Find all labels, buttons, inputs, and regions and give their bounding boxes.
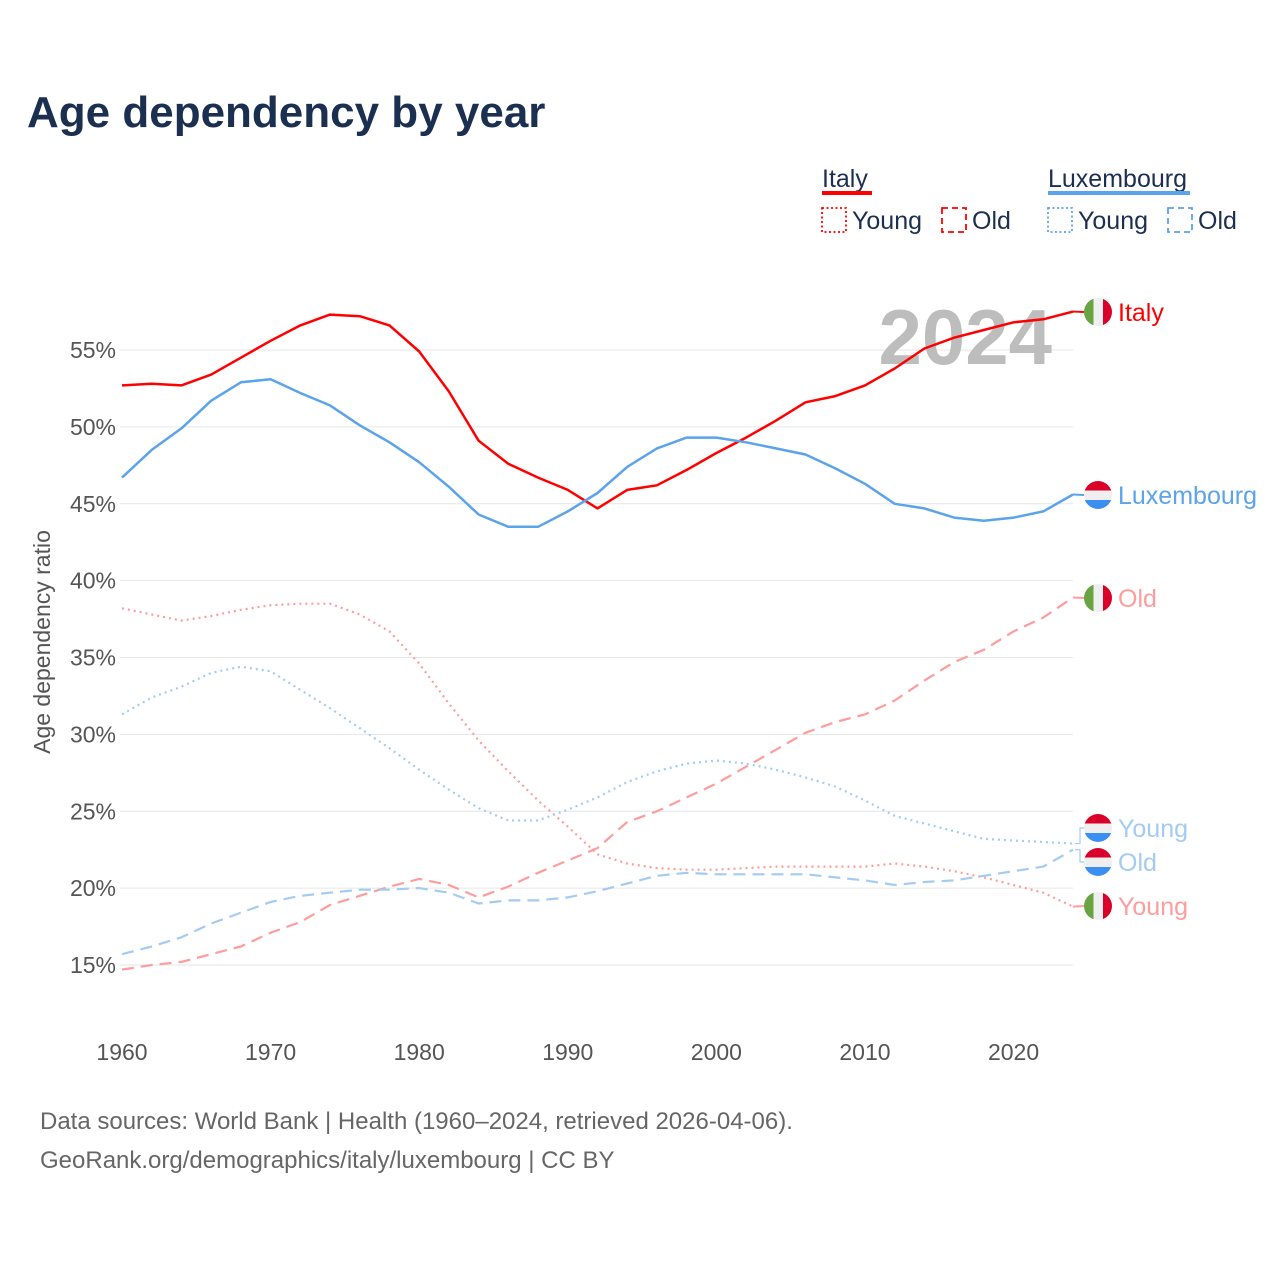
y-tick-label: 25%	[70, 798, 116, 824]
legend-group-title: Luxembourg	[1048, 165, 1187, 193]
dotted-swatch-icon	[1047, 207, 1073, 233]
legend-item-label: Old	[1198, 207, 1237, 235]
y-axis-label: Age dependency ratio	[29, 530, 55, 754]
series-line-luxembourg[interactable]	[121, 377, 1074, 529]
chart-title: Age dependency by year	[27, 88, 546, 137]
y-tick-label: 30%	[70, 721, 116, 747]
legend-item-young[interactable]: Young	[821, 207, 922, 235]
x-tick-label: 2000	[691, 1039, 742, 1065]
end-label-text: Young	[1118, 893, 1188, 921]
y-tick-label: 45%	[70, 491, 116, 517]
luxembourg-flag-icon	[1084, 481, 1112, 509]
x-tick-label: 2010	[839, 1039, 890, 1065]
end-label-text: Old	[1118, 849, 1157, 877]
dotted-swatch-icon	[821, 207, 847, 233]
luxembourg-flag-icon	[1084, 814, 1112, 842]
legend-item-label: Young	[1078, 207, 1148, 235]
footer-sources: Data sources: World Bank | Health (1960–…	[40, 1108, 793, 1135]
legend-item-old[interactable]: Old	[1167, 207, 1237, 235]
x-tick-label: 2020	[988, 1039, 1039, 1065]
end-label-luxembourg-young: Young	[1075, 814, 1188, 845]
label-connector	[1075, 827, 1084, 845]
end-label-luxembourg-old: Old	[1075, 848, 1157, 877]
y-tick-label: 35%	[70, 645, 116, 671]
legend-item-young[interactable]: Young	[1047, 207, 1148, 235]
y-tick-label: 20%	[70, 875, 116, 901]
series-line-italy[interactable]	[121, 310, 1074, 510]
x-tick-label: 1960	[96, 1039, 147, 1065]
label-connector	[1075, 849, 1084, 863]
end-label-text: Old	[1118, 585, 1157, 613]
y-tick-label: 40%	[70, 568, 116, 594]
end-label-italy-young: Young	[1072, 892, 1188, 921]
x-tick-label: 1970	[245, 1039, 296, 1065]
dashed-swatch-icon	[1167, 207, 1193, 233]
legend-group-title: Italy	[822, 165, 868, 193]
luxembourg-flag-icon	[1084, 848, 1112, 876]
italy-flag-icon	[1084, 892, 1112, 920]
x-tick-label: 1980	[394, 1039, 445, 1065]
italy-flag-icon	[1084, 298, 1112, 326]
legend-item-label: Young	[852, 207, 922, 235]
end-label-luxembourg: Luxembourg	[1072, 481, 1257, 510]
y-tick-label: 50%	[70, 414, 116, 440]
series-line-italy-young[interactable]	[121, 602, 1074, 908]
year-watermark: 2024	[878, 293, 1052, 381]
legend-group-luxembourg[interactable]: Luxembourg Young Old	[1047, 165, 1237, 235]
italy-flag-icon	[1084, 584, 1112, 612]
end-label-italy: Italy	[1072, 298, 1164, 327]
y-tick-label: 15%	[70, 952, 116, 978]
series-line-luxembourg-young[interactable]	[121, 665, 1074, 845]
footer-link[interactable]: GeoRank.org/demographics/italy/luxembour…	[40, 1147, 615, 1174]
y-tick-label: 55%	[70, 337, 116, 363]
end-label-italy-old: Old	[1072, 584, 1157, 613]
dashed-swatch-icon	[941, 207, 967, 233]
legend-item-label: Old	[972, 207, 1011, 235]
x-tick-label: 1990	[542, 1039, 593, 1065]
end-label-text: Italy	[1118, 299, 1164, 327]
series-line-italy-old[interactable]	[121, 596, 1074, 971]
legend-group-italy[interactable]: Italy Young Old	[821, 165, 1011, 235]
end-label-text: Luxembourg	[1118, 482, 1257, 510]
legend-item-old[interactable]: Old	[941, 207, 1011, 235]
end-label-text: Young	[1118, 815, 1188, 843]
series-line-luxembourg-old[interactable]	[121, 848, 1074, 956]
